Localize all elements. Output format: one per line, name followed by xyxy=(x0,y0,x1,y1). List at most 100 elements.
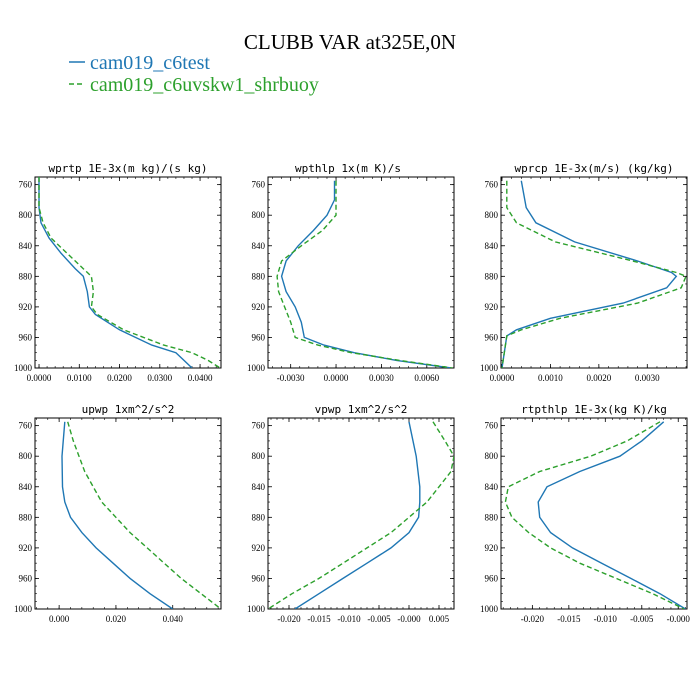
legend-label-2: cam019_c6uvskw1_shrbuoy xyxy=(90,74,319,96)
y-tick-label: 920 xyxy=(19,543,33,553)
y-tick-label: 840 xyxy=(19,241,33,251)
series-line-2 xyxy=(38,177,221,368)
y-tick-label: 880 xyxy=(252,271,266,281)
panel-wprcp: wprcp 1E-3x(m/s) (kg/kg) 760 800 840 880 920… xyxy=(480,162,688,383)
x-tick-label: 0.0300 xyxy=(147,373,172,383)
x-tick-label: 0.0030 xyxy=(635,373,660,383)
panel-title: wpthlp 1x(m K)/s xyxy=(295,162,401,175)
plot-frame xyxy=(500,417,688,610)
series-line-1 xyxy=(38,177,193,368)
x-tick-label: 0.005 xyxy=(429,614,450,624)
y-tick-label: 800 xyxy=(252,451,266,461)
x-tick-label: 0.0400 xyxy=(188,373,213,383)
x-tick-label: 0.040 xyxy=(163,614,184,624)
y-tick-label: 1000 xyxy=(14,363,33,373)
y-tick-label: 880 xyxy=(19,271,33,281)
panel-title: wprtp 1E-3x(m kg)/(s kg) xyxy=(49,162,208,175)
y-tick-label: 840 xyxy=(252,241,266,251)
panel-rtpthlp: rtpthlp 1E-3x(kg K)/kg 760 800 840 880 920 96… xyxy=(480,403,690,624)
x-tick-label: -0.020 xyxy=(277,614,301,624)
y-tick-label: 1000 xyxy=(247,363,266,373)
x-tick-label: -0.010 xyxy=(337,614,361,624)
legend: cam019_c6test cam019_c6uvskw1_shrbuoy xyxy=(69,52,319,96)
series-line-2 xyxy=(67,421,221,609)
x-tick-label: -0.015 xyxy=(557,614,581,624)
y-tick-label: 840 xyxy=(252,482,266,492)
y-tick-label: 840 xyxy=(485,241,499,251)
y-tick-label: 960 xyxy=(485,332,499,342)
series-line-2 xyxy=(504,421,685,609)
panel-wprtp: wprtp 1E-3x(m kg)/(s kg) 760 800 840 880 920… xyxy=(14,162,222,383)
series-line-2 xyxy=(276,180,453,368)
figure-title: CLUBB VAR at325E,0N xyxy=(244,30,456,54)
x-tick-label: 0.0020 xyxy=(586,373,611,383)
panel-upwp: upwp 1xm^2/s^2 760 800 840 880 920 960 1000 0.0… xyxy=(14,403,222,624)
y-tick-label: 920 xyxy=(485,543,499,553)
y-tick-label: 760 xyxy=(252,180,266,190)
series-line-1 xyxy=(501,180,678,368)
y-tick-label: 800 xyxy=(19,451,33,461)
panel-title: vpwp 1xm^2/s^2 xyxy=(315,403,408,416)
plot-frame xyxy=(267,176,455,369)
x-tick-label: 0.0000 xyxy=(324,373,349,383)
y-tick-label: 880 xyxy=(485,271,499,281)
x-tick-label: 0.0000 xyxy=(490,373,515,383)
plot-frame xyxy=(34,176,222,369)
y-tick-label: 840 xyxy=(485,482,499,492)
x-tick-label: 0.020 xyxy=(106,614,127,624)
y-tick-label: 800 xyxy=(19,210,33,220)
panel-vpwp: vpwp 1xm^2/s^2 760 800 840 880 920 960 1000 -0.… xyxy=(247,403,455,624)
x-tick-label: -0.015 xyxy=(307,614,331,624)
y-tick-label: 960 xyxy=(19,573,33,583)
plot-frame xyxy=(267,417,455,610)
series-line-2 xyxy=(501,180,687,368)
x-tick-label: -0.005 xyxy=(630,614,654,624)
series-line-1 xyxy=(280,180,452,368)
x-tick-label: -0.000 xyxy=(397,614,421,624)
y-tick-label: 760 xyxy=(485,421,499,431)
panel-wpthlp: wpthlp 1x(m K)/s 760 800 840 880 920 960 1000 -… xyxy=(247,162,455,383)
y-tick-label: 960 xyxy=(252,573,266,583)
series-line-2 xyxy=(268,421,454,609)
series-line-1 xyxy=(61,421,174,609)
y-tick-label: 1000 xyxy=(480,604,499,614)
y-tick-label: 960 xyxy=(252,332,266,342)
x-tick-label: -0.010 xyxy=(594,614,618,624)
y-tick-label: 760 xyxy=(19,180,33,190)
x-tick-label: -0.005 xyxy=(367,614,391,624)
x-tick-label: 0.0000 xyxy=(27,373,52,383)
y-tick-label: 920 xyxy=(252,543,266,553)
x-tick-label: 0.0010 xyxy=(538,373,563,383)
plot-frame xyxy=(34,417,222,610)
y-tick-label: 760 xyxy=(252,421,266,431)
legend-label-1: cam019_c6test xyxy=(90,52,210,74)
y-tick-label: 960 xyxy=(485,573,499,583)
series-line-1 xyxy=(537,421,686,609)
y-tick-label: 800 xyxy=(485,210,499,220)
y-tick-label: 760 xyxy=(19,421,33,431)
x-tick-label: -0.020 xyxy=(521,614,545,624)
y-tick-label: 1000 xyxy=(247,604,266,614)
y-tick-label: 760 xyxy=(485,180,499,190)
x-tick-label: 0.0200 xyxy=(107,373,132,383)
x-tick-label: 0.0030 xyxy=(369,373,394,383)
panel-title: wprcp 1E-3x(m/s) (kg/kg) xyxy=(515,162,674,175)
y-tick-label: 920 xyxy=(252,302,266,312)
x-tick-label: -0.0030 xyxy=(277,373,305,383)
x-tick-label: 0.0060 xyxy=(414,373,439,383)
plot-frame xyxy=(500,176,688,369)
panel-title: upwp 1xm^2/s^2 xyxy=(82,403,175,416)
y-tick-label: 800 xyxy=(485,451,499,461)
series-line-1 xyxy=(294,421,421,609)
y-tick-label: 880 xyxy=(485,512,499,522)
y-tick-label: 800 xyxy=(252,210,266,220)
y-tick-label: 960 xyxy=(19,332,33,342)
y-tick-label: 920 xyxy=(485,302,499,312)
y-tick-label: 840 xyxy=(19,482,33,492)
y-tick-label: 1000 xyxy=(480,363,499,373)
y-tick-label: 880 xyxy=(252,512,266,522)
x-tick-label: 0.000 xyxy=(49,614,70,624)
panel-title: rtpthlp 1E-3x(kg K)/kg xyxy=(521,403,667,416)
y-tick-label: 1000 xyxy=(14,604,33,614)
